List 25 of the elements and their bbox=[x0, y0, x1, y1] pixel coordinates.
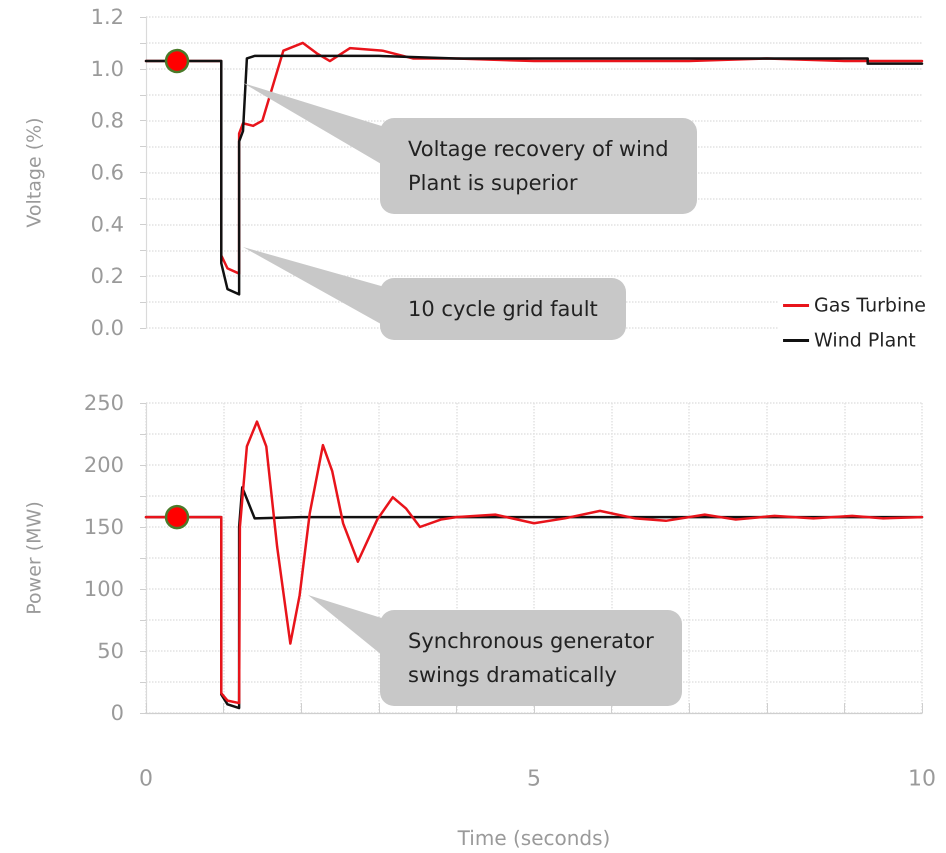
x-tick-label: 0 bbox=[139, 766, 153, 792]
y-tick-label: 0.4 bbox=[90, 212, 124, 236]
annotation: Synchronous generator swings dramatically bbox=[380, 610, 682, 706]
y-tick-label: 0.0 bbox=[90, 316, 124, 340]
y-axis-title: Power (MW) bbox=[24, 501, 46, 615]
legend-label: Gas Turbine bbox=[814, 294, 926, 316]
y-tick-label: 1.2 bbox=[90, 5, 124, 29]
y-tick-label: 50 bbox=[97, 639, 124, 663]
y-tick-label: 0.8 bbox=[90, 108, 124, 133]
line-series bbox=[144, 420, 924, 704]
y-tick-label: 150 bbox=[84, 515, 124, 539]
y-tick-label: 0.6 bbox=[90, 160, 124, 184]
y-tick-label: 250 bbox=[84, 391, 124, 415]
annotation: 10 cycle grid fault bbox=[380, 278, 626, 340]
x-tick-label: 5 bbox=[527, 766, 541, 792]
y-axis-title: Voltage (%) bbox=[24, 117, 46, 228]
y-tick-label: 200 bbox=[84, 453, 124, 477]
x-tick-label: 10 bbox=[908, 766, 936, 792]
x-axis-title: Time (seconds) bbox=[456, 826, 610, 850]
legend-label: Wind Plant bbox=[814, 330, 916, 352]
y-tick-label: 100 bbox=[84, 577, 124, 601]
y-tick-label: 0.2 bbox=[90, 264, 124, 288]
y-tick-label: 0 bbox=[110, 701, 124, 725]
annotation: Voltage recovery of wind Plant is superior bbox=[380, 118, 697, 214]
y-tick-label: 1.0 bbox=[90, 56, 124, 81]
